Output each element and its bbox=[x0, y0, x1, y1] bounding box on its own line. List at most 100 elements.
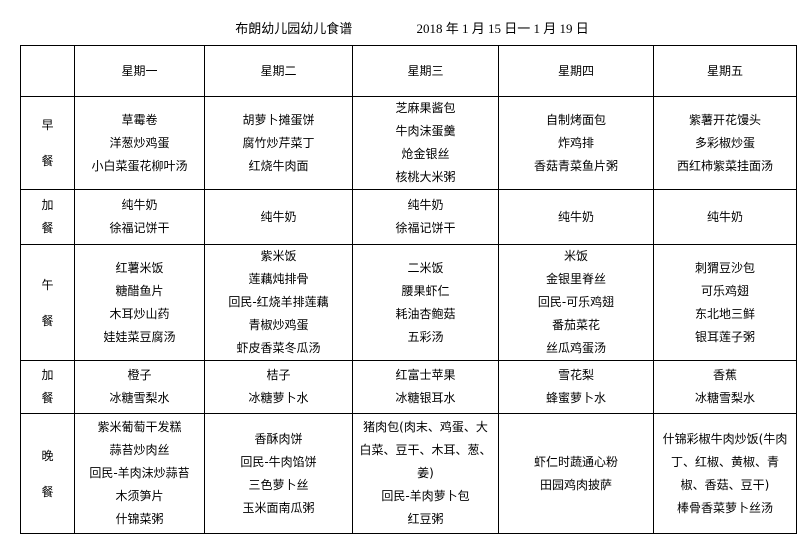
menu-item: 回民-红烧羊排莲藕 bbox=[228, 295, 329, 309]
menu-item: 香菇青菜鱼片粥 bbox=[533, 158, 618, 173]
menu-cell: 二米饭 腰果虾仁 耗油杏鲍菇 五彩汤 bbox=[352, 244, 499, 361]
menu-item: 田园鸡肉披萨 bbox=[539, 477, 612, 492]
menu-cell: 橙子 冰糖雪梨水 bbox=[74, 360, 205, 414]
menu-item: 红富士苹果 bbox=[395, 368, 456, 382]
meal-label-char: 餐 bbox=[41, 484, 54, 499]
menu-item: 回民-可乐鸡翅 bbox=[537, 295, 615, 309]
menu-item: 草霉卷 bbox=[121, 112, 158, 127]
menu-item: 白菜、豆干、木耳、葱、 bbox=[359, 443, 492, 457]
menu-item: 牛肉沫蛋羹 bbox=[395, 124, 456, 138]
menu-item: 丝瓜鸡蛋汤 bbox=[545, 341, 606, 355]
menu-item: 纯牛奶 bbox=[557, 209, 594, 224]
menu-item: 炝金银丝 bbox=[401, 147, 450, 161]
page-title: 布朗幼儿园幼儿食谱 2018 年 1 月 15 日一 1 月 19 日 bbox=[0, 18, 804, 37]
menu-item: 炸鸡排 bbox=[557, 135, 594, 150]
menu-item: 二米饭 bbox=[407, 260, 444, 275]
menu-item: 银耳莲子粥 bbox=[694, 329, 755, 344]
menu-item: 椒、香菇、豆干) bbox=[680, 477, 770, 492]
menu-cell: 纯牛奶 bbox=[653, 189, 797, 245]
menu-cell: 胡萝卜摊蛋饼 腐竹炒芹菜丁 红烧牛肉面 bbox=[204, 96, 353, 190]
meal-label: 加餐 bbox=[20, 189, 75, 245]
menu-item: 桔子 bbox=[266, 368, 291, 382]
menu-item: 纯牛奶 bbox=[121, 198, 158, 212]
menu-item: 什锦菜粥 bbox=[115, 512, 164, 526]
menu-item: 多彩椒炒蛋 bbox=[694, 135, 755, 150]
menu-cell: 紫米葡萄干发糕 蒜苔炒肉丝 回民-羊肉沫炒蒜苔 木须笋片 什锦菜粥 bbox=[74, 413, 205, 534]
meal-label: 早餐 bbox=[20, 96, 75, 190]
menu-cell: 什锦彩椒牛肉炒饭(牛肉 丁、红椒、黄椒、青 椒、香菇、豆干) 棒骨香菜萝卜丝汤 bbox=[653, 413, 797, 534]
menu-item: 耗油杏鲍菇 bbox=[395, 306, 456, 321]
menu-cell: 香酥肉饼 回民-牛肉馅饼 三色萝卜丝 玉米面南瓜粥 bbox=[204, 413, 353, 534]
menu-item: 莲藕炖排骨 bbox=[248, 272, 309, 286]
menu-item: 腐竹炒芹菜丁 bbox=[242, 135, 315, 150]
menu-item: 金银里脊丝 bbox=[545, 272, 606, 286]
menu-item: 什锦彩椒牛肉炒饭(牛肉 bbox=[662, 431, 788, 446]
menu-item: 冰糖雪梨水 bbox=[109, 391, 170, 405]
menu-item: 紫米饭 bbox=[260, 249, 297, 263]
menu-cell: 雪花梨 蜂蜜萝卜水 bbox=[498, 360, 654, 414]
menu-item: 青椒炒鸡蛋 bbox=[248, 318, 309, 332]
menu-item: 徐福记饼干 bbox=[395, 221, 456, 235]
menu-item: 可乐鸡翅 bbox=[700, 283, 749, 298]
menu-item: 蜂蜜萝卜水 bbox=[545, 391, 606, 405]
menu-cell: 纯牛奶 徐福记饼干 bbox=[352, 189, 499, 245]
meal-row: 早餐草霉卷 洋葱炒鸡蛋 小白菜蛋花柳叶汤 胡萝卜摊蛋饼 腐竹炒芹菜丁 红烧牛肉面 芝麻果酱包… bbox=[20, 96, 797, 190]
menu-item: 虾皮香菜冬瓜汤 bbox=[236, 341, 321, 355]
menu-item: 红烧牛肉面 bbox=[248, 158, 309, 173]
corner-cell bbox=[20, 45, 75, 97]
day-header: 星期一 bbox=[74, 45, 205, 97]
menu-cell: 猪肉包(肉末、鸡蛋、大 白菜、豆干、木耳、葱、 姜) 回民-羊肉萝卜包 红豆粥 bbox=[352, 413, 499, 534]
menu-item: 姜) bbox=[417, 466, 434, 480]
menu-cell: 紫米饭莲藕炖排骨回民-红烧羊排莲藕 青椒炒鸡蛋虾皮香菜冬瓜汤 bbox=[204, 244, 353, 361]
menu-item: 猪肉包(肉末、鸡蛋、大 bbox=[363, 420, 488, 434]
menu-item: 橙子 bbox=[127, 368, 152, 382]
weekly-menu-table: 星期一 星期二 星期三 星期四 星期五 早餐草霉卷 洋葱炒鸡蛋 小白菜蛋花柳叶汤 胡萝… bbox=[20, 45, 797, 534]
menu-item: 红豆粥 bbox=[407, 512, 444, 526]
menu-cell: 草霉卷洋葱炒鸡蛋小白菜蛋花柳叶汤 bbox=[74, 96, 205, 190]
menu-item: 胡萝卜摊蛋饼 bbox=[242, 112, 315, 127]
menu-item: 棒骨香菜萝卜丝汤 bbox=[676, 500, 773, 515]
meal-label-char: 加 bbox=[41, 198, 54, 212]
meal-label-char: 午 bbox=[41, 277, 54, 292]
menu-cell: 自制烤面包炸鸡排香菇青菜鱼片粥 bbox=[498, 96, 654, 190]
menu-item: 虾仁时蔬通心粉 bbox=[533, 454, 618, 469]
menu-item: 洋葱炒鸡蛋 bbox=[109, 135, 170, 150]
menu-cell: 红富士苹果冰糖银耳水 bbox=[352, 360, 499, 414]
meal-row: 加餐橙子 冰糖雪梨水 桔子 冰糖萝卜水 红富士苹果 冰糖银耳水 雪花梨 蜂蜜萝卜水 香蕉 冰糖雪梨… bbox=[20, 360, 797, 414]
menu-item: 核桃大米粥 bbox=[395, 170, 456, 184]
menu-item: 自制烤面包 bbox=[545, 112, 606, 127]
menu-item: 刺猬豆沙包 bbox=[694, 260, 755, 275]
menu-item: 芝麻果酱包 bbox=[395, 101, 456, 115]
meal-label-char: 晚 bbox=[41, 448, 54, 463]
meal-label-char: 餐 bbox=[41, 221, 54, 235]
menu-item: 三色萝卜丝 bbox=[248, 477, 309, 492]
menu-item: 蒜苔炒肉丝 bbox=[109, 443, 170, 457]
meal-label-char: 早 bbox=[41, 118, 54, 132]
menu-cell: 纯牛奶 bbox=[204, 189, 353, 245]
menu-cell: 香蕉 冰糖雪梨水 bbox=[653, 360, 797, 414]
menu-item: 腰果虾仁 bbox=[401, 283, 450, 298]
header-row: 星期一 星期二 星期三 星期四 星期五 bbox=[20, 45, 797, 97]
menu-item: 冰糖银耳水 bbox=[395, 391, 456, 405]
menu-item: 番茄菜花 bbox=[551, 318, 600, 332]
menu-item: 木耳炒山药 bbox=[109, 306, 170, 321]
menu-item: 香酥肉饼 bbox=[254, 431, 303, 446]
menu-cell: 虾仁时蔬通心粉 田园鸡肉披萨 bbox=[498, 413, 654, 534]
menu-item: 雪花梨 bbox=[557, 368, 594, 382]
meal-row: 加餐纯牛奶 徐福记饼干 纯牛奶 纯牛奶 徐福记饼干 纯牛奶 纯牛奶 bbox=[20, 189, 797, 245]
menu-item: 红薯米饭 bbox=[115, 260, 164, 275]
menu-item: 小白菜蛋花柳叶汤 bbox=[91, 158, 188, 173]
menu-cell: 米饭 金银里脊丝 回民-可乐鸡翅 番茄菜花 丝瓜鸡蛋汤 bbox=[498, 244, 654, 361]
menu-item: 娃娃菜豆腐汤 bbox=[103, 329, 176, 344]
meal-label-char: 餐 bbox=[41, 313, 54, 328]
meal-label: 晚餐 bbox=[20, 413, 75, 534]
menu-cell: 纯牛奶 bbox=[498, 189, 654, 245]
menu-item: 香蕉 bbox=[712, 368, 737, 382]
menu-item: 木须笋片 bbox=[115, 489, 164, 503]
menu-item: 纯牛奶 bbox=[407, 198, 444, 212]
menu-item: 东北地三鲜 bbox=[694, 306, 755, 321]
meal-row: 午餐红薯米饭 糖醋鱼片 木耳炒山药 娃娃菜豆腐汤 紫米饭 莲藕炖排骨 回民-红烧羊排莲藕 青椒… bbox=[20, 244, 797, 361]
menu-cell: 红薯米饭 糖醋鱼片 木耳炒山药 娃娃菜豆腐汤 bbox=[74, 244, 205, 361]
date-range: 2018 年 1 月 15 日一 1 月 19 日 bbox=[416, 21, 589, 36]
menu-item: 冰糖雪梨水 bbox=[694, 391, 755, 405]
